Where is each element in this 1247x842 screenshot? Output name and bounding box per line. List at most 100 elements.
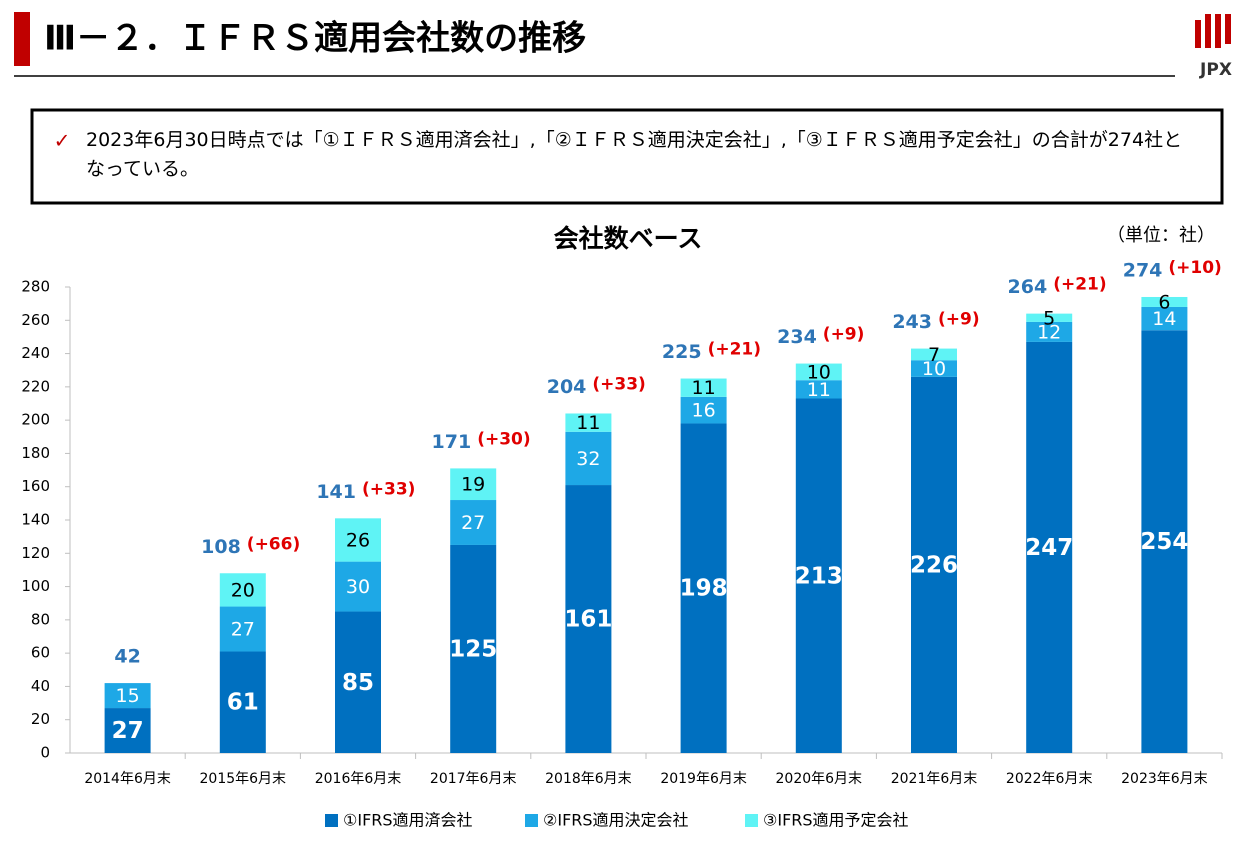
bar-segment <box>335 611 381 753</box>
x-tick-label: 2019年6月末 <box>660 771 747 787</box>
bar-segment <box>565 485 612 753</box>
x-tick-label: 2017年6月末 <box>430 771 517 787</box>
x-tick-label: 2021年6月末 <box>891 771 978 787</box>
legend-swatch <box>745 814 758 827</box>
total-label: 171 <box>432 431 472 453</box>
segment-label: 20 <box>231 579 255 601</box>
segment-label: 11 <box>692 377 716 399</box>
x-tick-label: 2016年6月末 <box>315 771 402 787</box>
segment-label: 5 <box>1043 307 1055 329</box>
y-tick-label: 0 <box>40 744 50 762</box>
total-label: 225 <box>662 341 702 363</box>
total-label: 274 <box>1123 259 1163 281</box>
segment-label: 226 <box>910 552 958 578</box>
bar-segment <box>335 561 381 612</box>
bar-segment <box>795 380 842 399</box>
bar-segment <box>335 518 381 562</box>
y-tick-label: 240 <box>21 344 50 362</box>
y-tick-label: 20 <box>31 710 50 728</box>
segment-label: 15 <box>116 685 140 707</box>
bar-segment <box>1141 306 1188 331</box>
change-label: (+30) <box>477 429 530 449</box>
x-tick-label: 2015年6月末 <box>200 771 287 787</box>
segment-label: 12 <box>1037 321 1061 343</box>
x-tick-label: 2018年6月末 <box>545 771 632 787</box>
legend-label: ③IFRS適用予定会社 <box>763 811 909 830</box>
x-tick-label: 2020年6月末 <box>776 771 863 787</box>
total-label: 264 <box>1008 276 1048 298</box>
chart-title: 会社数ベース <box>554 224 703 253</box>
change-label: (+9) <box>823 325 865 345</box>
bar-segment <box>680 378 727 397</box>
bar-segment <box>565 431 612 486</box>
segment-label: 32 <box>576 448 600 470</box>
bar-segment <box>104 708 151 753</box>
bar-segment <box>911 376 957 753</box>
segment-label: 10 <box>807 361 831 383</box>
bar-segment <box>680 423 727 753</box>
bar-segment <box>795 398 842 753</box>
segment-label: 19 <box>461 474 485 496</box>
y-tick-label: 140 <box>21 511 50 529</box>
segment-label: 61 <box>227 690 259 716</box>
y-tick-label: 60 <box>31 644 50 662</box>
bar-segment <box>450 468 497 501</box>
segment-label: 14 <box>1152 308 1176 330</box>
segment-label: 11 <box>807 379 831 401</box>
total-label: 243 <box>892 311 932 333</box>
bar-segment <box>1026 341 1073 753</box>
segment-label: 198 <box>680 576 728 602</box>
segment-label: 161 <box>564 607 612 633</box>
y-tick-label: 80 <box>31 610 50 628</box>
y-tick-label: 40 <box>31 677 50 695</box>
legend-swatch <box>525 814 538 827</box>
bar-segment <box>104 683 151 709</box>
y-tick-label: 220 <box>21 377 50 395</box>
change-label: (+10) <box>1168 258 1221 278</box>
bar-segment <box>795 363 842 381</box>
y-tick-label: 160 <box>21 477 50 495</box>
segment-label: 85 <box>342 670 374 696</box>
logo-mark <box>1195 14 1231 48</box>
change-label: (+66) <box>247 534 300 554</box>
segment-label: 10 <box>922 358 946 380</box>
segment-label: 213 <box>795 563 843 589</box>
bar-segment <box>1141 330 1188 753</box>
segment-label: 247 <box>1025 535 1073 561</box>
change-label: (+9) <box>938 310 980 330</box>
segment-label: 16 <box>692 400 716 422</box>
segment-label: 254 <box>1140 529 1188 555</box>
note-text: 2023年6月30日時点では「①ＩＦＲＳ適用済会社」,「②ＩＦＲＳ適用決定会社」… <box>86 129 1183 180</box>
total-label: 234 <box>777 326 817 348</box>
unit-label: （単位：社） <box>1107 225 1215 246</box>
segment-label: 26 <box>346 529 370 551</box>
x-tick-label: 2022年6月末 <box>1006 771 1093 787</box>
segment-label: 11 <box>576 412 600 434</box>
title-accent <box>14 12 30 66</box>
segment-label: 27 <box>112 718 144 744</box>
bar-segment <box>219 573 266 607</box>
segment-label: 6 <box>1158 291 1170 313</box>
bar-segment <box>1026 313 1073 322</box>
legend-label: ①IFRS適用済会社 <box>343 811 473 830</box>
x-tick-label: 2014年6月末 <box>84 771 171 787</box>
y-tick-label: 200 <box>21 411 50 429</box>
bar-segment <box>219 606 266 652</box>
legend-label: ②IFRS適用決定会社 <box>543 811 689 830</box>
y-tick-label: 100 <box>21 577 50 595</box>
change-label: (+21) <box>708 340 761 360</box>
total-label: 108 <box>201 536 241 558</box>
change-label: (+21) <box>1053 275 1106 295</box>
bar-segment <box>1141 296 1188 307</box>
logo-text: JPX <box>1199 60 1232 80</box>
check-icon: ✓ <box>54 129 71 153</box>
x-tick-label: 2023年6月末 <box>1121 771 1208 787</box>
page-title: Ⅲ－２．ＩＦＲＳ適用会社数の推移 <box>44 19 586 59</box>
bar-segment <box>219 651 266 753</box>
bar-segment <box>911 348 957 361</box>
bar-segment <box>450 544 497 753</box>
bar-segment <box>450 500 497 545</box>
note-box <box>30 108 1224 205</box>
